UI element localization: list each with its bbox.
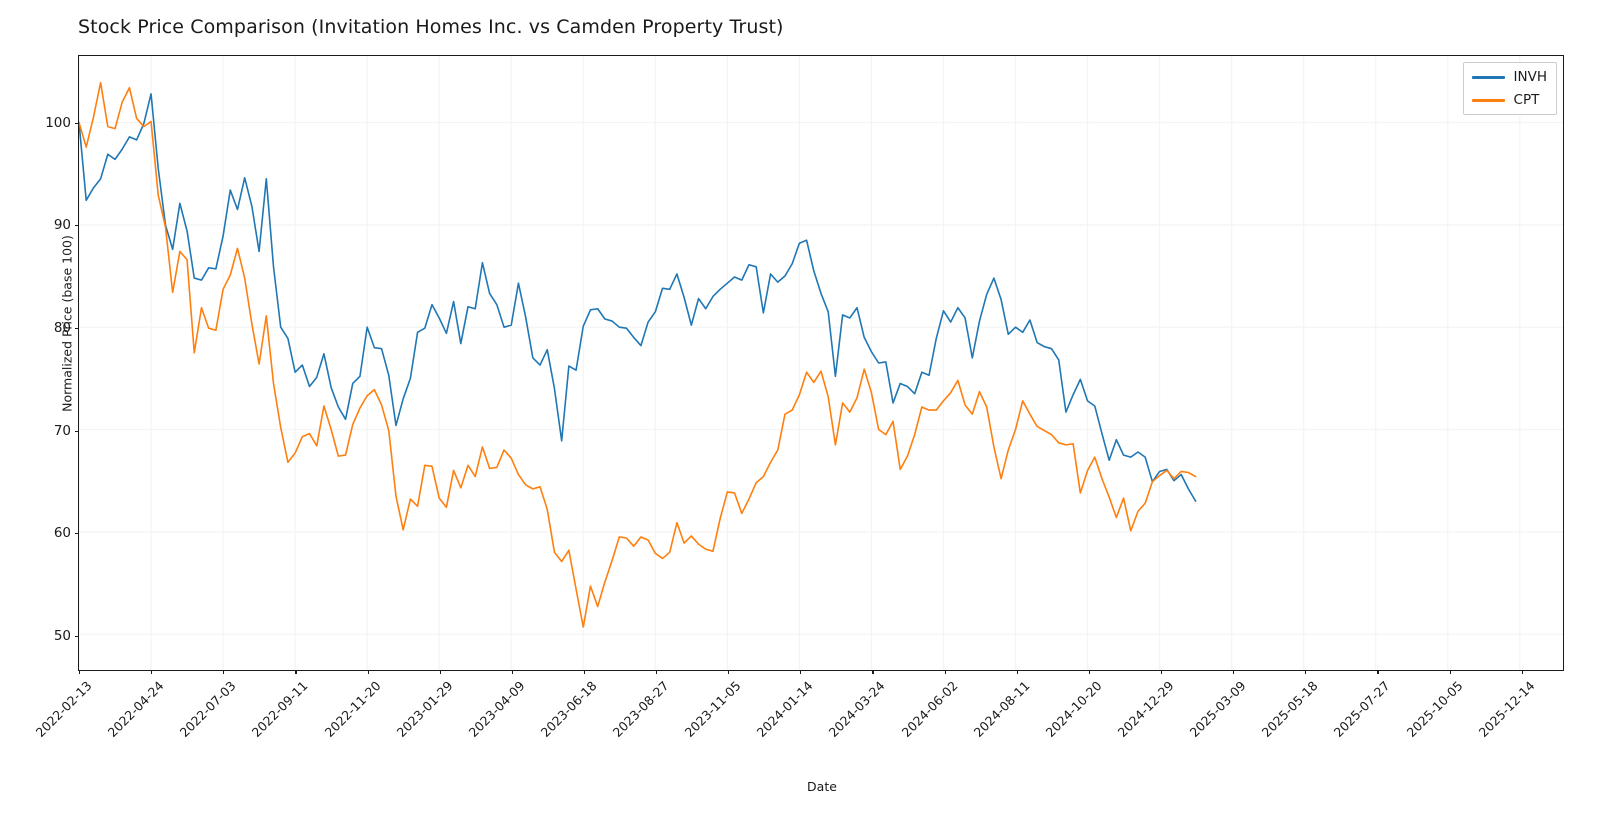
y-tick-mark xyxy=(75,636,79,638)
y-tick-mark xyxy=(75,533,79,535)
x-tick-label: 2022-11-20 xyxy=(321,678,384,740)
x-axis-label: Date xyxy=(807,779,837,794)
x-tick-label: 2025-10-05 xyxy=(1403,678,1466,740)
x-tick-label: 2024-06-02 xyxy=(898,678,961,740)
x-tick-mark xyxy=(151,670,153,674)
x-tick-mark xyxy=(511,670,513,674)
series-line-invh xyxy=(79,94,1196,501)
x-tick-mark xyxy=(1161,670,1163,674)
y-tick-label: 100 xyxy=(45,114,71,131)
x-tick-mark xyxy=(439,670,441,674)
x-tick-label: 2025-07-27 xyxy=(1331,678,1394,740)
x-tick-label: 2025-05-18 xyxy=(1258,678,1321,740)
x-tick-label: 2022-07-03 xyxy=(176,678,239,740)
x-tick-label: 2024-10-20 xyxy=(1042,678,1105,740)
x-tick-label: 2024-12-29 xyxy=(1114,678,1177,740)
gridlines xyxy=(79,56,1563,670)
y-tick-label: 90 xyxy=(53,217,71,234)
x-tick-mark xyxy=(367,670,369,674)
x-tick-mark xyxy=(800,670,802,674)
x-tick-mark xyxy=(295,670,297,674)
plot-area: Normalized Price (base 100) Date 50 60 70 8… xyxy=(33,55,1564,794)
chart-title: Stock Price Comparison (Invitation Homes… xyxy=(78,16,784,38)
x-tick-mark xyxy=(79,670,81,674)
y-tick-mark xyxy=(75,430,79,432)
x-tick-label: 2025-03-09 xyxy=(1186,678,1249,740)
legend-label: CPT xyxy=(1513,92,1540,108)
x-tick-label: 2024-08-11 xyxy=(970,678,1033,740)
x-tick-mark xyxy=(1016,670,1018,674)
chart-legend[interactable]: INVH CPT xyxy=(1462,62,1557,115)
x-tick-label: 2022-02-13 xyxy=(32,678,95,740)
plot-lines xyxy=(79,56,1563,670)
x-tick-mark xyxy=(223,670,225,674)
x-tick-mark xyxy=(1449,670,1451,674)
legend-swatch-invh xyxy=(1471,75,1505,79)
y-tick-mark xyxy=(75,225,79,227)
x-tick-label: 2023-08-27 xyxy=(609,678,672,740)
x-tick-label: 2023-04-09 xyxy=(465,678,528,740)
x-tick-label: 2023-06-18 xyxy=(537,678,600,740)
x-tick-label: 2024-01-14 xyxy=(753,678,816,740)
x-tick-label: 2022-04-24 xyxy=(104,678,167,740)
x-tick-mark xyxy=(944,670,946,674)
y-tick-label: 50 xyxy=(53,628,71,645)
y-tick-label: 70 xyxy=(53,422,71,439)
series-line-cpt xyxy=(79,83,1196,627)
x-tick-label: 2024-03-24 xyxy=(826,678,889,740)
legend-item-invh[interactable]: INVH xyxy=(1471,69,1547,85)
legend-item-cpt[interactable]: CPT xyxy=(1471,92,1547,108)
x-tick-mark xyxy=(1233,670,1235,674)
x-tick-mark xyxy=(1377,670,1379,674)
x-tick-mark xyxy=(1088,670,1090,674)
y-tick-label: 60 xyxy=(53,525,71,542)
y-tick-mark xyxy=(75,328,79,330)
x-tick-label: 2023-01-29 xyxy=(393,678,456,740)
legend-label: INVH xyxy=(1513,69,1547,85)
y-tick-mark xyxy=(75,122,79,124)
x-tick-mark xyxy=(1521,670,1523,674)
x-tick-mark xyxy=(583,670,586,674)
y-tick-label: 80 xyxy=(53,320,71,337)
x-tick-label: 2025-12-14 xyxy=(1475,678,1538,740)
series-paths xyxy=(79,83,1196,627)
x-tick-label: 2022-09-11 xyxy=(249,678,312,740)
x-tick-mark xyxy=(1305,670,1307,674)
legend-swatch-cpt xyxy=(1471,98,1505,102)
x-tick-mark xyxy=(872,670,874,674)
x-tick-label: 2023-11-05 xyxy=(681,678,744,740)
x-tick-mark xyxy=(728,670,730,674)
x-tick-mark xyxy=(656,670,658,674)
